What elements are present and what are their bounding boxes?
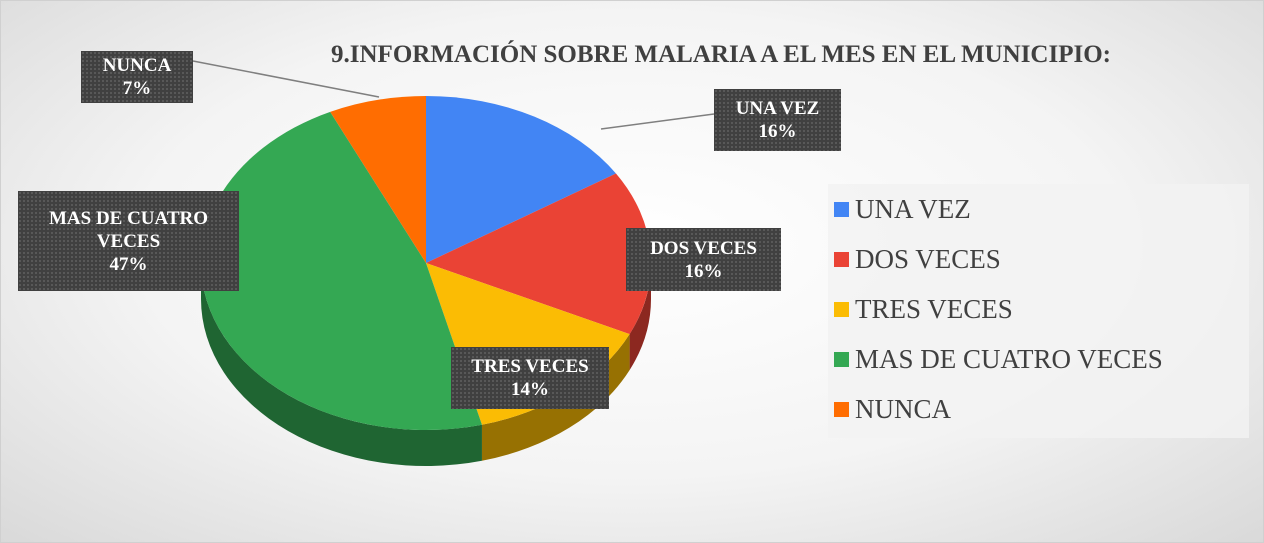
- chart-title: 9.INFORMACIÓN SOBRE MALARIA A EL MES EN …: [331, 41, 1111, 68]
- legend-label: TRES VECES: [855, 294, 1013, 324]
- slice: [200, 111, 482, 430]
- data-label-value: 47%: [109, 253, 148, 275]
- data-label: MAS DE CUATRO VECES 47%: [18, 191, 239, 291]
- leader-line: [192, 60, 380, 98]
- data-label: TRES VECES 14%: [451, 347, 609, 409]
- data-label-value: 7%: [122, 78, 152, 99]
- data-label-value: 16%: [758, 121, 797, 142]
- data-label-name: TRES VECES: [471, 356, 589, 377]
- legend-label: NUNCA: [855, 394, 952, 424]
- legend-item: DOS VECES: [834, 244, 1001, 275]
- legend-label: DOS VECES: [855, 244, 1001, 274]
- slice-side: [200, 263, 482, 467]
- legend-item: TRES VECES: [834, 294, 1013, 325]
- data-label: UNA VEZ 16%: [714, 89, 841, 151]
- data-label-value: 14%: [511, 379, 549, 400]
- data-label-name: UNA VEZ: [735, 98, 820, 119]
- legend-swatch: [834, 252, 849, 267]
- legend-item: NUNCA: [834, 394, 951, 425]
- slice-side: [629, 263, 651, 371]
- slice: [426, 96, 616, 263]
- legend-label: UNA VEZ: [855, 194, 971, 224]
- legend: UNA VEZ DOS VECES TRES VECES MAS DE CUATRO …: [828, 184, 1249, 438]
- legend-swatch: [834, 302, 849, 317]
- data-label-value: 16%: [684, 260, 723, 282]
- data-label-name: MAS DE CUATRO VECES: [48, 207, 209, 252]
- data-label-name: DOS VECES: [650, 237, 757, 259]
- legend-item: UNA VEZ: [834, 194, 971, 225]
- data-label: NUNCA 7%: [81, 51, 193, 103]
- data-label: DOS VECES 16%: [626, 228, 781, 291]
- slice: [426, 173, 651, 335]
- pie-sides: [200, 263, 651, 467]
- legend-item: MAS DE CUATRO VECES: [834, 344, 1163, 375]
- leader-line: [600, 113, 715, 130]
- legend-swatch: [834, 202, 849, 217]
- slice: [330, 96, 426, 263]
- legend-label: MAS DE CUATRO VECES: [855, 344, 1163, 374]
- legend-swatch: [834, 352, 849, 367]
- slice-side: [481, 334, 630, 461]
- data-label-name: NUNCA: [102, 55, 172, 76]
- legend-swatch: [834, 402, 849, 417]
